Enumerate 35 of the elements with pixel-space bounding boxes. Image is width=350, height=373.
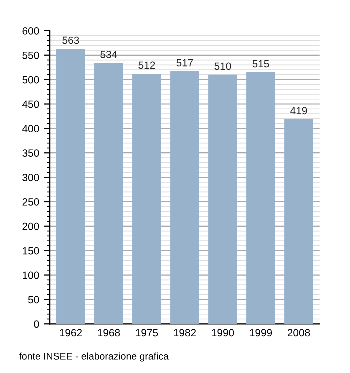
- bar: [246, 72, 276, 324]
- x-tick-label: 1982: [174, 329, 196, 337]
- data-label: 515: [252, 60, 270, 68]
- y-tick-label: 300: [22, 174, 40, 182]
- bar: [170, 72, 200, 324]
- x-tick-label: 1990: [212, 329, 234, 337]
- y-tick-label: 550: [22, 52, 40, 60]
- y-tick-label: 500: [22, 76, 40, 84]
- y-tick-label: 150: [23, 247, 40, 255]
- y-tick-label: 250: [22, 198, 40, 206]
- y-tick-label: 0: [34, 320, 40, 328]
- source-note: fonte INSEE - elaborazione grafica: [19, 352, 169, 362]
- y-tick-label: 350: [22, 150, 40, 157]
- y-tick-label: 450: [22, 100, 40, 108]
- bar: [284, 119, 314, 324]
- x-tick-label: 1999: [250, 329, 272, 337]
- data-label: 510: [214, 62, 232, 70]
- x-tick-label: 2008: [288, 329, 310, 337]
- x-tick-label: 1968: [98, 329, 120, 337]
- bar: [132, 74, 162, 324]
- data-label: 419: [290, 107, 308, 115]
- bar: [208, 74, 238, 324]
- y-tick-label: 50: [28, 296, 40, 304]
- y-tick-label: 100: [23, 272, 40, 280]
- y-tick-label: 200: [22, 222, 40, 230]
- data-label: 534: [100, 50, 118, 58]
- bar: [94, 63, 124, 324]
- data-label: 517: [176, 59, 194, 67]
- y-tick-label: 400: [22, 125, 40, 133]
- x-tick-label: 1975: [136, 329, 158, 337]
- data-label: 512: [138, 62, 156, 70]
- x-tick-label: 1962: [60, 329, 82, 337]
- bar: [56, 49, 86, 324]
- y-tick-label: 600: [22, 27, 40, 35]
- data-label: 563: [62, 36, 80, 44]
